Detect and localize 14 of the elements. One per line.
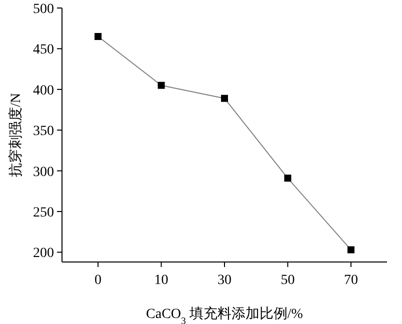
y-tick-label: 300	[33, 164, 54, 180]
x-tick-label: 0	[94, 273, 102, 288]
x-tick-label: 10	[154, 273, 168, 288]
y-tick-label: 400	[33, 83, 54, 98]
x-tick-label: 30	[218, 273, 232, 288]
y-axis-title: 抗穿刺强度/N	[8, 93, 24, 177]
y-tick-label: 450	[33, 42, 54, 58]
y-tick-label: 200	[33, 246, 54, 262]
y-tick-label: 350	[33, 124, 54, 140]
x-axis-title: CaCO$_{3}$ 填充料添加比例/%	[146, 306, 304, 324]
x-tick-label: 50	[280, 273, 295, 288]
y-tick-label: 250	[33, 206, 54, 221]
x-tick-label: 70	[344, 273, 358, 288]
y-tick-label: 500	[33, 2, 54, 17]
